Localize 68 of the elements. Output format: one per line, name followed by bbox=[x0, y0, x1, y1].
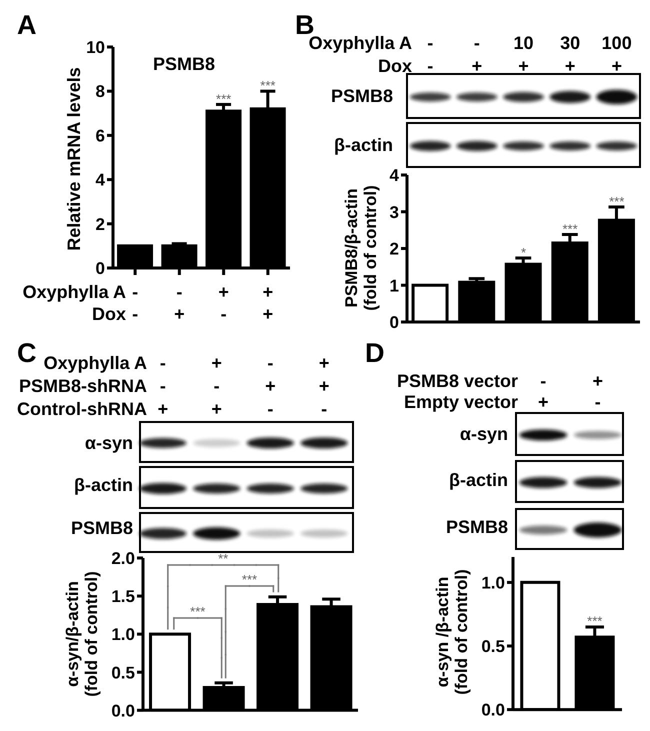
y-tick-label: 0.5 bbox=[481, 636, 505, 656]
annotation: *** bbox=[260, 78, 276, 94]
x-tick-label: - - bbox=[132, 282, 138, 324]
annotation: *** bbox=[242, 572, 258, 587]
chart-subtitle: PSMB8 bbox=[152, 54, 216, 74]
text: Control-shRNA bbox=[17, 399, 147, 419]
y-axis-title: PSMB8/β-actin (fold of control) bbox=[342, 185, 380, 311]
text: PSMB8 bbox=[446, 517, 508, 537]
x-tick-label: + + bbox=[262, 282, 274, 324]
category-label: - + bbox=[472, 33, 482, 76]
chart-title: A bbox=[17, 10, 36, 40]
y-tick-label: 0 bbox=[96, 259, 105, 278]
y-tick-label: 2 bbox=[390, 240, 399, 259]
text: Dox bbox=[92, 304, 126, 324]
annotation: * bbox=[520, 245, 526, 260]
text: Oxyphylla A bbox=[44, 353, 147, 373]
y-tick-label: 0 bbox=[390, 313, 399, 332]
y-tick-label: 4 bbox=[390, 166, 400, 186]
annotation: *** bbox=[562, 222, 578, 237]
y-tick-label: 10 bbox=[86, 38, 105, 58]
y-tick-label: 8 bbox=[96, 82, 105, 102]
category-label: 30 + bbox=[560, 33, 580, 76]
category-label: - - bbox=[427, 33, 434, 76]
text: Empty vector bbox=[404, 392, 518, 412]
y-axis-title: Relative mRNA levels bbox=[64, 67, 84, 251]
category-label: 100 + bbox=[602, 33, 632, 76]
x-tick-label: + - bbox=[218, 282, 229, 324]
text: β-actin bbox=[334, 135, 393, 155]
text: Oxyphylla A bbox=[308, 33, 412, 53]
y-tick-label: 0.0 bbox=[481, 700, 505, 720]
category-label: - - + bbox=[158, 353, 168, 419]
y-tick-label: 6 bbox=[96, 126, 105, 146]
category-label: - + bbox=[538, 371, 549, 412]
text: PSMB8 bbox=[70, 518, 133, 538]
y-tick-label: 0.5 bbox=[111, 662, 135, 682]
text: Dox bbox=[378, 56, 412, 76]
text: PSMB8 vector bbox=[396, 371, 518, 391]
annotation: *** bbox=[216, 91, 232, 106]
y-tick-label: 1.0 bbox=[111, 624, 135, 644]
text: PSMB8-shRNA bbox=[18, 376, 147, 396]
category-label: + - + bbox=[211, 353, 222, 419]
category-label: + + - bbox=[318, 353, 330, 419]
y-tick-label: 0.0 bbox=[111, 701, 135, 720]
category-label: 10 + bbox=[513, 33, 534, 76]
annotation: *** bbox=[190, 604, 206, 619]
annotation: ** bbox=[218, 551, 228, 566]
text: α-syn bbox=[84, 433, 133, 453]
annotation: *** bbox=[587, 614, 602, 629]
text: α-syn bbox=[460, 424, 508, 444]
text: PSMB8 bbox=[330, 86, 393, 106]
y-tick-label: 4 bbox=[96, 170, 106, 190]
y-tick-label: 3 bbox=[390, 202, 399, 222]
y-tick-label: 2.0 bbox=[111, 548, 135, 568]
chart-title: D bbox=[365, 338, 384, 368]
text: β-actin bbox=[74, 475, 133, 495]
text: Oxyphylla A bbox=[22, 282, 126, 302]
category-label: + - bbox=[592, 371, 604, 412]
x-tick-label: - + bbox=[174, 282, 185, 324]
y-axis-title: α-syn /β-actin (fold of control) bbox=[433, 569, 471, 695]
y-tick-label: 1.5 bbox=[111, 586, 135, 606]
text: β-actin bbox=[449, 470, 508, 490]
chart-title: C bbox=[17, 338, 36, 368]
y-tick-label: 1 bbox=[390, 276, 399, 296]
category-label: - + - bbox=[265, 353, 276, 419]
y-axis-title: α-syn/β-actin (fold of control) bbox=[63, 571, 101, 697]
y-tick-label: 2 bbox=[96, 214, 105, 234]
y-tick-label: 1.0 bbox=[481, 573, 505, 592]
annotation: *** bbox=[609, 194, 624, 209]
